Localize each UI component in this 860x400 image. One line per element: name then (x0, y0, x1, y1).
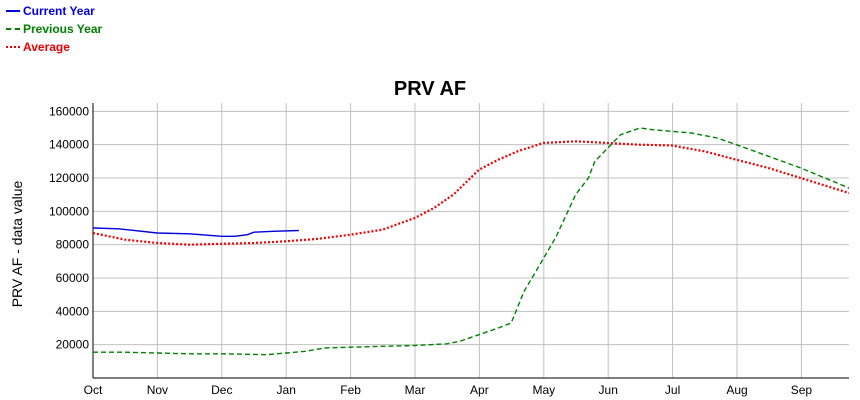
chart-title: PRV AF (393, 78, 467, 100)
x-tick-label: May (532, 383, 555, 397)
x-tick-label: Jan (277, 383, 296, 397)
legend-swatch-current-year (6, 10, 20, 12)
y-tick-label: 140000 (49, 138, 89, 152)
x-tick-label: Dec (211, 383, 232, 397)
x-tick-label: Oct (84, 383, 103, 397)
x-tick-label: Jul (665, 383, 680, 397)
y-tick-label: 40000 (56, 304, 90, 318)
series-line-current-year (93, 227, 299, 238)
legend-label-current-year: Current Year (23, 4, 95, 18)
y-tick-label: 100000 (49, 204, 89, 218)
legend-item-current-year: Current Year (6, 2, 102, 20)
x-tick-label: Feb (340, 383, 361, 397)
x-tick-label: Nov (147, 383, 168, 397)
x-tick-label: Sep (791, 383, 813, 397)
series-line-average (93, 140, 849, 246)
y-tick-label: 160000 (49, 104, 89, 118)
legend-label-previous-year: Previous Year (23, 22, 103, 36)
x-tick-label: Mar (405, 383, 426, 397)
legend-label-average: Average (23, 40, 70, 54)
y-tick-label: 60000 (56, 271, 90, 285)
legend-swatch-average (6, 46, 20, 48)
series-line-previous-year (93, 127, 849, 356)
y-tick-label: 120000 (49, 171, 89, 185)
legend: Current Year Previous Year Average (6, 2, 102, 56)
x-tick-label: Aug (726, 383, 747, 397)
legend-item-average: Average (6, 38, 102, 56)
x-tick-label: Apr (470, 383, 489, 397)
legend-swatch-previous-year (6, 28, 20, 30)
y-tick-label: 20000 (56, 338, 90, 352)
x-tick-label: Jun (599, 383, 618, 397)
y-tick-label: 80000 (56, 238, 90, 252)
legend-item-previous-year: Previous Year (6, 20, 102, 38)
